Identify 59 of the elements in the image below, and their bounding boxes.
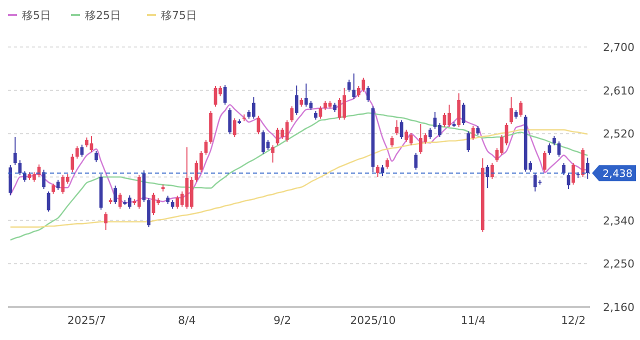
y-tick-label: 2,520 bbox=[603, 128, 634, 141]
legend-label: 移25日 bbox=[85, 9, 121, 22]
candlestick bbox=[376, 164, 380, 178]
candlestick bbox=[572, 162, 575, 186]
candlestick bbox=[118, 192, 122, 210]
candlestick bbox=[42, 169, 46, 190]
candlestick bbox=[232, 118, 236, 138]
legend-label: 移5日 bbox=[22, 9, 51, 22]
candlestick bbox=[395, 120, 398, 136]
candlestick bbox=[557, 140, 561, 158]
candlestick bbox=[271, 144, 274, 164]
candlestick bbox=[490, 162, 494, 180]
candlestick bbox=[476, 125, 480, 136]
x-tick-label: 2025/10 bbox=[350, 314, 396, 327]
candlestick bbox=[466, 130, 470, 152]
candlestick bbox=[114, 185, 118, 204]
candlestick bbox=[13, 136, 17, 166]
candlestick bbox=[70, 153, 74, 173]
candlestick bbox=[94, 150, 98, 163]
candlestick bbox=[223, 84, 227, 106]
y-tick-label: 2,160 bbox=[603, 301, 634, 314]
candlestick bbox=[352, 72, 356, 100]
y-tick-label: 2,340 bbox=[603, 214, 634, 228]
candlestick bbox=[56, 179, 60, 190]
candlestick bbox=[366, 86, 370, 102]
y-tick-label: 2,610 bbox=[603, 84, 634, 98]
candlestick bbox=[80, 144, 84, 158]
candlestick bbox=[52, 183, 55, 194]
candlestick bbox=[76, 146, 79, 160]
y-tick-label: 2,700 bbox=[603, 41, 634, 54]
candlestick bbox=[386, 158, 389, 170]
candlestick bbox=[519, 100, 522, 118]
ref-line-label: 2,438 bbox=[602, 168, 633, 180]
candlestick bbox=[318, 106, 322, 120]
candlestick bbox=[347, 79, 351, 92]
x-tick-label: 2025/7 bbox=[67, 314, 106, 327]
candlestick bbox=[333, 102, 336, 112]
candlestick bbox=[104, 212, 108, 230]
candlestick bbox=[548, 142, 552, 156]
candlestick bbox=[462, 102, 466, 126]
candlestick bbox=[471, 125, 475, 140]
x-tick-label: 11/4 bbox=[460, 314, 486, 327]
x-tick-label: 12/2 bbox=[560, 314, 586, 327]
candlestick bbox=[228, 108, 232, 135]
candlestick bbox=[562, 162, 566, 176]
candlestick bbox=[510, 96, 513, 125]
candlestick bbox=[414, 152, 418, 170]
legend-label: 移75日 bbox=[161, 9, 197, 22]
candlestick bbox=[552, 136, 556, 146]
x-tick-label: 9/2 bbox=[273, 314, 292, 327]
candlestick bbox=[294, 85, 298, 116]
candlestick bbox=[543, 150, 546, 172]
y-tick-label: 2,250 bbox=[603, 258, 634, 271]
candlestick bbox=[23, 170, 26, 182]
candlestick bbox=[290, 106, 294, 123]
candlestick bbox=[586, 157, 590, 180]
candlestick bbox=[400, 120, 404, 140]
candlestick bbox=[428, 127, 432, 140]
x-tick-label: 8/4 bbox=[178, 314, 196, 327]
